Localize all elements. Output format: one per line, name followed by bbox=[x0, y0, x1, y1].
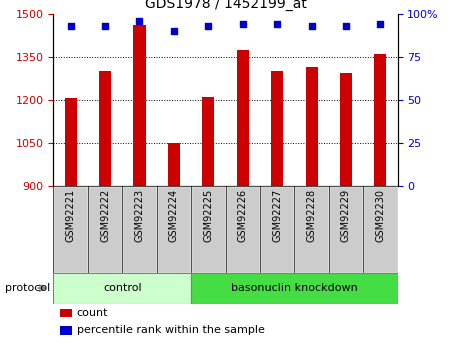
Bar bbox=[294, 186, 329, 273]
Text: GSM92221: GSM92221 bbox=[66, 189, 76, 242]
Point bbox=[170, 28, 178, 34]
Point bbox=[342, 23, 350, 29]
Bar bbox=[363, 186, 398, 273]
Bar bbox=[157, 186, 191, 273]
Bar bbox=[122, 186, 157, 273]
Bar bbox=[260, 186, 294, 273]
Point bbox=[136, 18, 143, 23]
Point bbox=[67, 23, 74, 29]
Bar bbox=[329, 186, 363, 273]
Point bbox=[377, 21, 384, 27]
Text: GSM92229: GSM92229 bbox=[341, 189, 351, 242]
Bar bbox=[53, 186, 88, 273]
Bar bbox=[65, 98, 77, 186]
Bar bbox=[202, 97, 214, 186]
Text: GSM92227: GSM92227 bbox=[272, 189, 282, 242]
Text: GSM92226: GSM92226 bbox=[238, 189, 248, 242]
Bar bbox=[133, 25, 146, 186]
Bar bbox=[168, 142, 180, 186]
Text: GSM92230: GSM92230 bbox=[375, 189, 385, 242]
Text: GSM92225: GSM92225 bbox=[203, 189, 213, 242]
Point bbox=[239, 21, 246, 27]
Bar bbox=[191, 186, 226, 273]
Text: protocol: protocol bbox=[5, 283, 50, 293]
Bar bbox=[53, 273, 191, 304]
Point bbox=[308, 23, 315, 29]
Bar bbox=[340, 73, 352, 186]
Text: basonuclin knockdown: basonuclin knockdown bbox=[231, 283, 358, 293]
Title: GDS1978 / 1452199_at: GDS1978 / 1452199_at bbox=[145, 0, 306, 11]
Bar bbox=[374, 54, 386, 186]
Text: GSM92224: GSM92224 bbox=[169, 189, 179, 242]
Text: count: count bbox=[77, 308, 108, 318]
Text: percentile rank within the sample: percentile rank within the sample bbox=[77, 325, 265, 335]
Text: GSM92223: GSM92223 bbox=[134, 189, 145, 242]
Bar bbox=[237, 50, 249, 186]
Bar bbox=[88, 186, 122, 273]
Bar bbox=[226, 186, 260, 273]
Point bbox=[273, 21, 281, 27]
Text: control: control bbox=[103, 283, 142, 293]
Point bbox=[205, 23, 212, 29]
Bar bbox=[271, 71, 283, 186]
Bar bbox=[191, 273, 398, 304]
Point bbox=[101, 23, 109, 29]
Bar bbox=[306, 67, 318, 186]
Text: GSM92228: GSM92228 bbox=[306, 189, 317, 242]
Text: GSM92222: GSM92222 bbox=[100, 189, 110, 242]
Bar bbox=[99, 71, 111, 186]
